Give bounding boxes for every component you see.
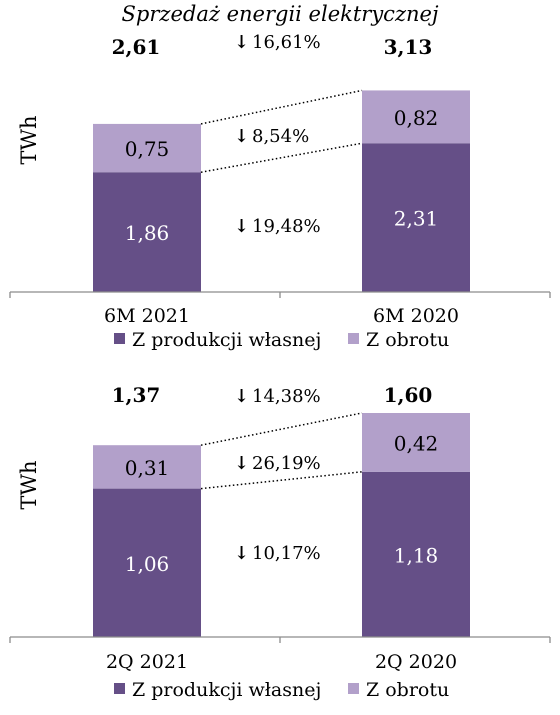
- data-label-trade: 0,31: [125, 456, 170, 480]
- down-arrow-icon: ↓: [234, 453, 249, 474]
- data-label-trade: 0,82: [394, 106, 439, 130]
- data-label-own: 1,06: [125, 552, 170, 576]
- down-arrow-icon: ↓: [234, 216, 249, 237]
- bar-own-production: [362, 471, 470, 637]
- connector-total: [200, 412, 363, 446]
- total-label: 3,13: [384, 35, 433, 59]
- down-arrow-icon: ↓: [234, 543, 249, 564]
- bar-own-production: [93, 172, 201, 292]
- legend-label-trade: Z obrotu: [366, 679, 449, 701]
- total-label: 1,60: [384, 383, 433, 407]
- down-arrow-icon: ↓: [234, 386, 249, 407]
- chart-title: Sprzedaż energii elektrycznej: [121, 2, 439, 26]
- bar-trade: [362, 413, 470, 472]
- change-label: 10,17%: [252, 543, 321, 564]
- category-label: 2Q 2020: [375, 651, 457, 673]
- change-label: 16,61%: [252, 32, 321, 53]
- data-label-trade: 0,75: [125, 137, 170, 161]
- y-axis-label: TWh: [17, 115, 41, 164]
- category-label: 6M 2021: [104, 305, 190, 327]
- data-label-own: 2,31: [394, 207, 439, 231]
- data-label-own: 1,18: [394, 543, 439, 567]
- category-label: 6M 2020: [373, 305, 459, 327]
- legend-label-own: Z produkcji własnej: [132, 329, 321, 351]
- bar-own-production: [362, 143, 470, 292]
- y-axis-label: TWh: [17, 460, 41, 509]
- legend-swatch-own: [114, 683, 125, 694]
- legend-label-own: Z produkcji własnej: [132, 679, 321, 701]
- connector-total: [200, 89, 363, 125]
- bar-trade: [93, 445, 201, 489]
- legend-swatch-trade: [348, 333, 359, 344]
- connector-own: [200, 471, 363, 490]
- change-label: 19,48%: [252, 216, 321, 237]
- down-arrow-icon: ↓: [234, 126, 249, 147]
- bar-trade: [93, 123, 201, 173]
- connector-own: [200, 142, 363, 173]
- total-label: 2,61: [112, 35, 161, 59]
- total-label: 1,37: [112, 383, 161, 407]
- bar-own-production: [93, 488, 201, 637]
- legend-swatch-trade: [348, 683, 359, 694]
- data-label-own: 1,86: [125, 221, 170, 245]
- legend-swatch-own: [114, 333, 125, 344]
- data-label-trade: 0,42: [394, 431, 439, 455]
- category-label: 2Q 2021: [106, 651, 188, 673]
- bar-trade: [362, 90, 470, 144]
- change-label: 14,38%: [252, 386, 321, 407]
- legend-label-trade: Z obrotu: [366, 329, 449, 351]
- down-arrow-icon: ↓: [234, 32, 249, 53]
- change-label: 8,54%: [252, 126, 309, 147]
- change-label: 26,19%: [252, 453, 321, 474]
